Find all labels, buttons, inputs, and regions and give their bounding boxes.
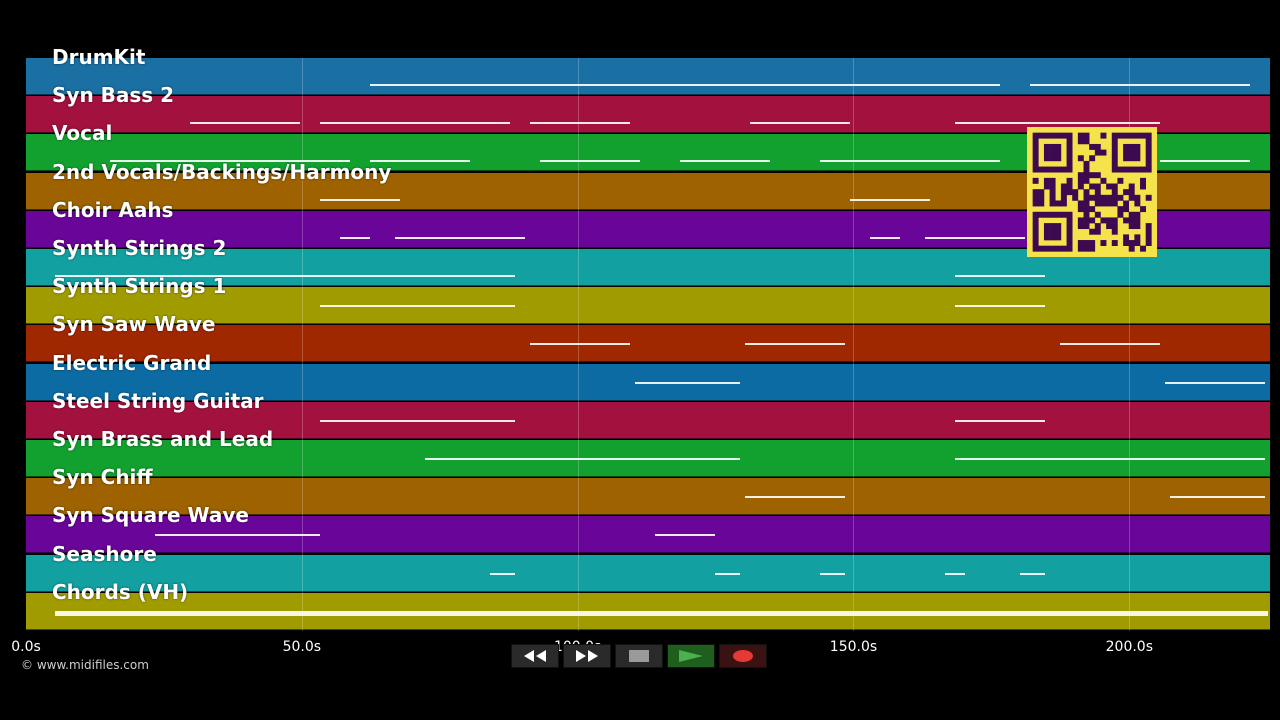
- transport-controls: [511, 644, 767, 669]
- note-stroke: [820, 160, 1000, 163]
- fast-forward-button[interactable]: [563, 644, 611, 668]
- note-stroke: [870, 236, 900, 239]
- note-stroke: [55, 275, 515, 277]
- track-lane: [26, 478, 1270, 516]
- time-gridline: [853, 58, 855, 631]
- note-stroke: [1030, 84, 1250, 86]
- note-stroke: [945, 572, 965, 575]
- track-label: Seashore: [52, 541, 157, 566]
- track-label: Electric Grand: [52, 350, 212, 375]
- track-label: Syn Saw Wave: [52, 312, 216, 337]
- fast-forward-icon: [576, 650, 598, 662]
- note-stroke: [925, 236, 1025, 239]
- note-stroke: [955, 305, 1045, 308]
- record-button[interactable]: [719, 644, 767, 668]
- track-lane: [26, 58, 1270, 95]
- track-label: Vocal: [52, 121, 113, 146]
- time-tick-label: 0.0s: [11, 639, 41, 655]
- rewind-icon: [524, 650, 546, 662]
- note-stroke: [340, 236, 370, 239]
- play-button[interactable]: [667, 644, 715, 668]
- note-stroke: [1160, 160, 1250, 163]
- track-lane: [26, 325, 1270, 363]
- note-stroke: [850, 198, 930, 201]
- note-stroke: [680, 160, 770, 163]
- note-stroke: [715, 572, 740, 575]
- note-stroke: [370, 160, 470, 163]
- track-label: DrumKit: [52, 45, 146, 69]
- note-stroke: [955, 419, 1045, 422]
- play-icon: [679, 650, 703, 662]
- note-stroke: [635, 381, 740, 384]
- note-stroke: [320, 198, 400, 201]
- track-lane: [26, 554, 1270, 592]
- note-stroke: [955, 122, 1160, 125]
- track-lane: [26, 401, 1270, 439]
- qr-code-icon: [1027, 127, 1157, 257]
- note-stroke: [1170, 496, 1265, 499]
- note-stroke: [540, 160, 640, 163]
- track-label: Syn Brass and Lead: [52, 427, 274, 451]
- note-stroke: [55, 610, 1268, 616]
- stop-button[interactable]: [615, 644, 663, 668]
- track-label: Steel String Guitar: [52, 388, 264, 413]
- note-stroke: [320, 305, 515, 308]
- time-tick-label: 200.0s: [1105, 639, 1153, 655]
- note-stroke: [155, 534, 320, 537]
- record-icon: [733, 650, 753, 662]
- time-tick-label: 150.0s: [829, 639, 878, 655]
- note-stroke: [955, 458, 1265, 460]
- note-stroke: [370, 84, 1000, 86]
- track-label: 2nd Vocals/Backings/Harmony: [52, 159, 392, 184]
- track-label: Syn Chiff: [52, 465, 153, 490]
- note-stroke: [745, 496, 845, 499]
- stop-icon: [629, 650, 649, 662]
- note-stroke: [745, 343, 845, 346]
- note-stroke: [530, 343, 630, 346]
- track-label: Syn Square Wave: [52, 503, 249, 528]
- track-label: Chords (VH): [52, 579, 189, 604]
- track-label: Synth Strings 2: [52, 236, 227, 260]
- rewind-button[interactable]: [511, 644, 559, 668]
- note-stroke: [1020, 572, 1045, 575]
- note-stroke: [1060, 343, 1160, 346]
- note-stroke: [1165, 381, 1265, 384]
- copyright-text: © www.midifiles.com: [21, 658, 149, 672]
- note-stroke: [750, 122, 850, 125]
- time-gridline: [301, 58, 303, 631]
- note-stroke: [490, 572, 515, 575]
- track-label: Synth Strings 1: [52, 274, 227, 299]
- time-tick-label: 50.0s: [282, 639, 322, 655]
- note-stroke: [820, 572, 845, 575]
- note-stroke: [110, 160, 350, 163]
- note-stroke: [190, 122, 300, 125]
- track-label: Choir Aahs: [52, 197, 174, 222]
- note-stroke: [395, 236, 525, 239]
- track-label: Syn Bass 2: [52, 83, 175, 108]
- note-stroke: [425, 458, 740, 460]
- note-stroke: [655, 534, 715, 537]
- note-stroke: [320, 419, 515, 422]
- note-stroke: [955, 275, 1045, 277]
- note-stroke: [320, 122, 510, 125]
- note-stroke: [530, 122, 630, 125]
- track-lane: [26, 287, 1270, 325]
